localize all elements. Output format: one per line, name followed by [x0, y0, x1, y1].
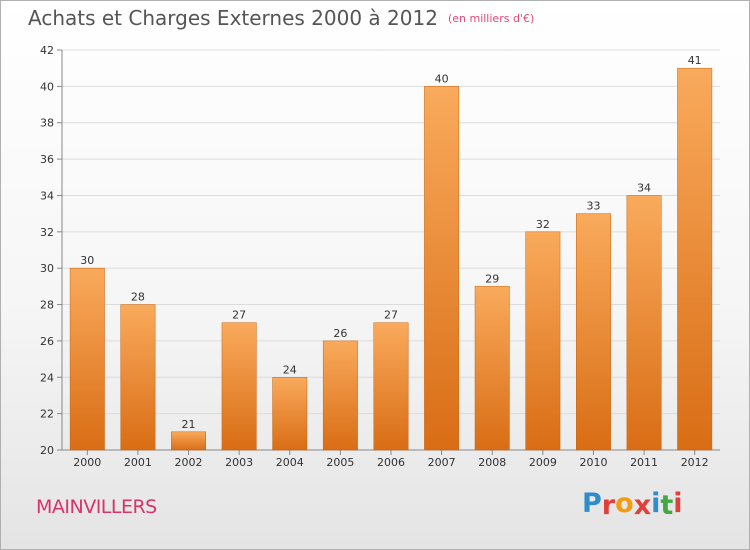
bar-value-label: 32: [536, 218, 550, 231]
x-tick-label: 2009: [529, 456, 557, 469]
bar: [322, 340, 358, 451]
chart-title-text: Achats et Charges Externes 2000 à 2012: [28, 6, 438, 30]
bar: [171, 431, 206, 451]
x-tick-label: 2007: [428, 456, 456, 469]
x-tick-label: 2002: [175, 456, 203, 469]
bar: [120, 304, 156, 451]
logo-letter: r: [601, 490, 616, 521]
y-tick-label: 28: [40, 299, 54, 312]
x-tick-label: 2000: [73, 456, 101, 469]
y-tick-label: 22: [40, 408, 54, 421]
y-tick-label: 20: [40, 444, 54, 457]
bar-value-label: 27: [232, 309, 246, 322]
x-tick-label: 2011: [630, 456, 658, 469]
y-tick-label: 30: [40, 262, 54, 275]
y-tick-label: 24: [40, 371, 54, 384]
bar: [626, 195, 662, 451]
bar: [373, 322, 409, 451]
x-tick-label: 2004: [276, 456, 304, 469]
bar: [424, 86, 460, 451]
bar: [272, 377, 308, 451]
chart-unit: (en milliers d'€): [447, 12, 535, 25]
bar: [474, 286, 510, 451]
y-tick-label: 34: [40, 189, 54, 202]
bar-value-label: 27: [384, 309, 398, 322]
bar-value-label: 30: [80, 254, 94, 267]
bar-value-label: 33: [586, 200, 600, 213]
bar-value-label: 34: [637, 181, 651, 194]
logo-letter: o: [615, 488, 634, 519]
bar-value-label: 28: [131, 291, 145, 304]
x-tick-label: 2001: [124, 456, 152, 469]
bar: [69, 267, 105, 451]
logo-letter: t: [660, 490, 674, 521]
bar: [677, 67, 713, 451]
logo-letter: i: [651, 488, 661, 519]
x-tick-label: 2006: [377, 456, 405, 469]
y-tick-label: 26: [40, 335, 54, 348]
x-tick-label: 2008: [478, 456, 506, 469]
y-tick-label: 32: [40, 226, 54, 239]
bars: [69, 67, 713, 451]
y-tick-label: 42: [40, 44, 54, 57]
logo-letter: P: [582, 488, 602, 519]
city-name: MAINVILLERS: [36, 496, 157, 518]
x-tick-label: 2010: [579, 456, 607, 469]
bar-value-label: 21: [182, 418, 196, 431]
y-tick-label: 38: [40, 117, 54, 130]
x-tick-label: 2005: [326, 456, 354, 469]
chart-title: Achats et Charges Externes 2000 à 2012 (e…: [28, 6, 534, 30]
x-tick-label: 2012: [681, 456, 709, 469]
bar-value-label: 41: [688, 54, 702, 67]
bar: [221, 322, 257, 451]
y-tick-label: 40: [40, 80, 54, 93]
bar-value-label: 26: [333, 327, 347, 340]
logo-letter: i: [673, 488, 683, 519]
y-tick-label: 36: [40, 153, 54, 166]
bar-value-label: 24: [283, 363, 297, 376]
bar: [576, 213, 611, 451]
logo-letter: x: [633, 490, 652, 521]
bar-value-label: 29: [485, 272, 499, 285]
x-tick-label: 2003: [225, 456, 253, 469]
proxiti-logo: Proxiti: [582, 488, 683, 521]
bar: [525, 231, 561, 451]
bar-value-label: 40: [435, 72, 449, 85]
labels: 20 22 24 26 28 30 32 34 36 38 40 42 30 2000 28 2001 21 20…: [40, 44, 709, 469]
